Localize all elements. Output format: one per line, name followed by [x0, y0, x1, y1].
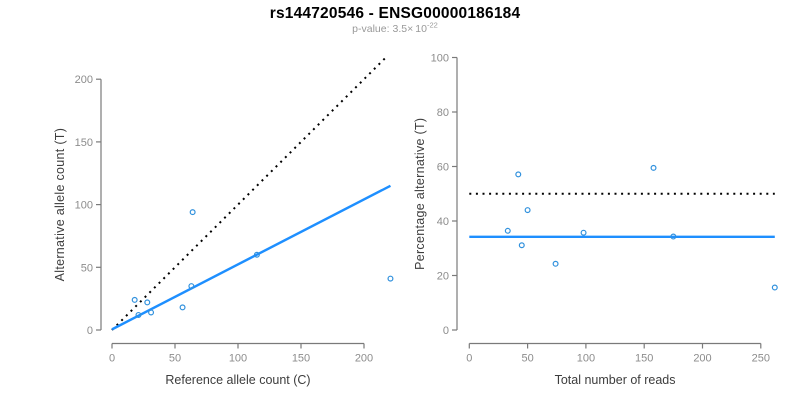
data-point — [670, 233, 677, 240]
x-tick-label: 100 — [229, 353, 247, 365]
data-point — [552, 260, 559, 267]
y-tick-label: 100 — [431, 53, 449, 65]
data-point — [524, 207, 531, 214]
data-point — [135, 311, 142, 318]
y-tick-label: 20 — [437, 271, 449, 283]
x-tick-label: 50 — [169, 353, 181, 365]
data-point — [253, 251, 260, 258]
data-point — [771, 284, 778, 291]
y-tick-label: 0 — [443, 325, 449, 337]
pvalue-times-sign: × — [407, 23, 414, 35]
y-tick-label: 100 — [75, 200, 93, 212]
data-point — [387, 275, 394, 282]
identity-dashed-line — [111, 55, 389, 331]
pvalue-exponent: -22 — [426, 20, 438, 30]
x-tick-label: 150 — [292, 353, 310, 365]
x-tick-label: 50 — [521, 353, 533, 365]
data-point — [188, 283, 195, 290]
x-tick-label: 250 — [752, 353, 770, 365]
x-axis-title: Reference allele count (C) — [165, 373, 310, 387]
pvalue-label: p-value: — [352, 23, 390, 35]
y-tick-label: 60 — [437, 162, 449, 174]
plot-title: rs144720546 - ENSG00000186184 — [269, 5, 521, 22]
pvalue-base: 10 — [415, 23, 427, 35]
x-tick-label: 0 — [109, 353, 115, 365]
y-tick-label: 80 — [437, 107, 449, 119]
data-point — [131, 296, 138, 303]
data-point — [504, 227, 511, 234]
x-tick-label: 200 — [693, 353, 711, 365]
y-axis-title: Percentage alternative (T) — [413, 118, 427, 270]
data-point — [148, 309, 155, 316]
x-tick-label: 0 — [466, 353, 472, 365]
x-tick-label: 200 — [355, 353, 373, 365]
x-axis-title: Total number of reads — [555, 373, 676, 387]
data-point — [189, 209, 196, 216]
y-tick-label: 50 — [81, 262, 93, 274]
regression-line — [111, 184, 392, 331]
y-axis-title: Alternative allele count (T) — [53, 128, 67, 282]
plot-subtitle: p-value: 3.5× 10-22 — [0, 20, 790, 35]
y-tick-label: 200 — [75, 74, 93, 86]
data-point — [179, 304, 186, 311]
y-tick-label: 40 — [437, 216, 449, 228]
allele-count-scatter: 0 50 100 150 200 0 50 100 150 200 Reference allele… — [53, 55, 394, 387]
data-point — [518, 242, 525, 249]
data-point — [144, 299, 151, 306]
y-tick-label: 150 — [75, 137, 93, 149]
y-tick-label: 0 — [87, 325, 93, 337]
pvalue-mantissa: 3.5 — [392, 23, 408, 35]
x-tick-label: 100 — [577, 353, 595, 365]
data-point — [515, 171, 522, 178]
x-tick-label: 150 — [635, 353, 653, 365]
data-point — [650, 164, 657, 171]
data-point — [580, 229, 587, 236]
percentage-scatter: 0 20 40 60 80 100 0 50 100 150 200 250 Total number … — [413, 53, 778, 387]
